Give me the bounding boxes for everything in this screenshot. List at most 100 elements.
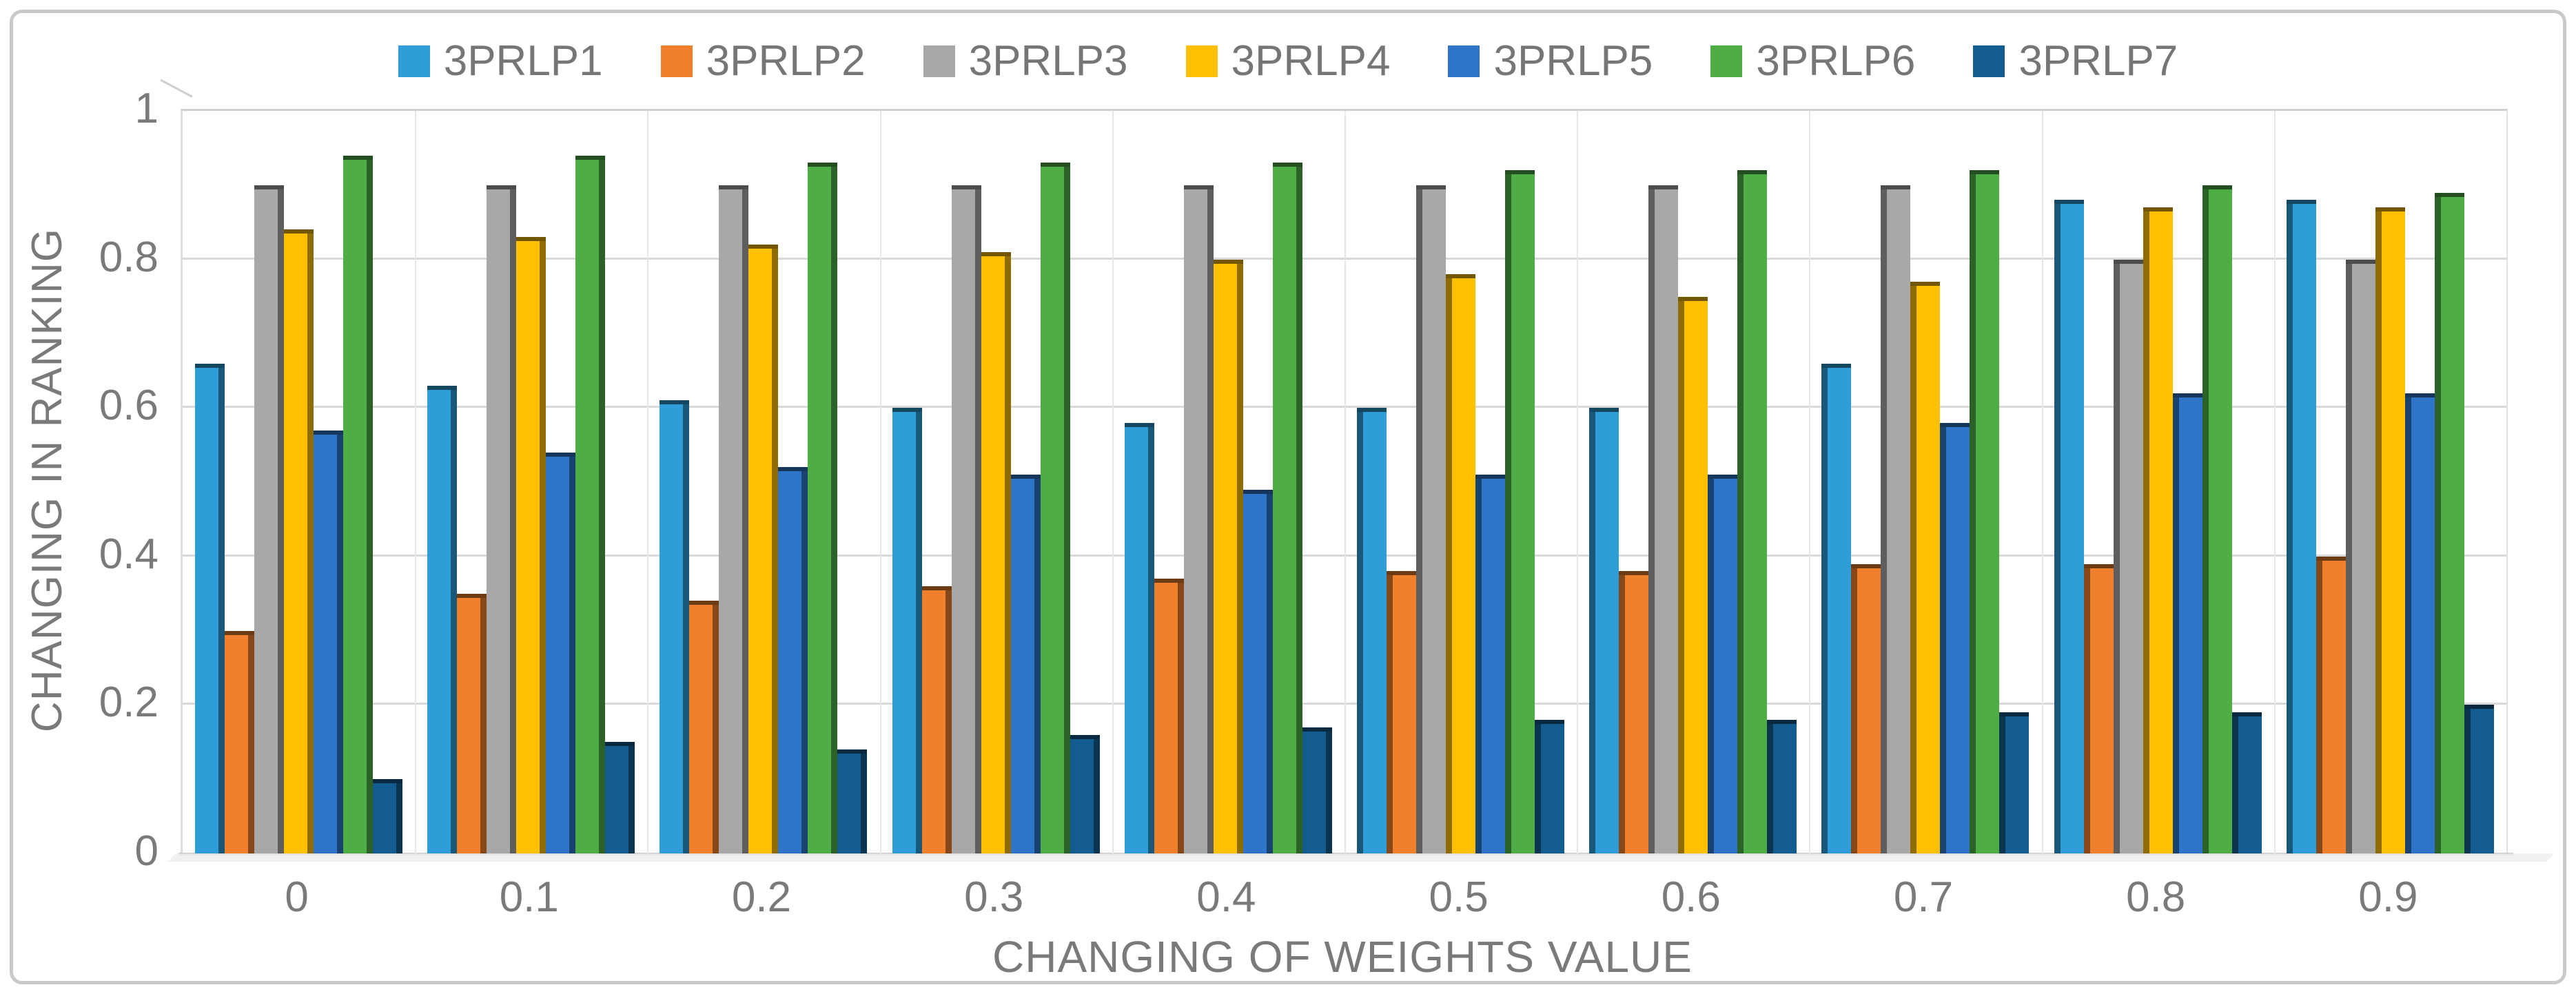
bar-3prlp7-at-0.8 (2231, 712, 2262, 853)
bar-3prlp7-at-0.2 (837, 749, 868, 853)
bar-3prlp7-at-0.1 (605, 742, 635, 853)
legend-item-3prlp6: 3PRLP6 (1710, 40, 1915, 83)
y-tick-label: 0.2 (99, 679, 159, 727)
bar-3prlp6-at-0.9 (2434, 192, 2464, 853)
gridline-vertical (2273, 111, 2276, 853)
gridline-vertical (879, 111, 881, 853)
bar-3prlp3-at-0.2 (719, 185, 749, 853)
bar-3prlp2-at-0.6 (1619, 571, 1649, 853)
x-tick-label: 0.2 (731, 873, 792, 921)
bar-3prlp6-at-0.4 (1272, 163, 1302, 853)
bar-3prlp2-at-0.3 (921, 586, 952, 853)
bar-3prlp1-at-0 (195, 363, 225, 853)
x-tick-label: 0.1 (499, 873, 559, 921)
bar-3prlp3-at-0.3 (951, 185, 981, 853)
x-tick-label: 0.7 (1893, 873, 1954, 921)
bar-3prlp4-at-0.1 (516, 237, 546, 853)
bar-3prlp7-at-0.5 (1535, 719, 1565, 853)
bar-group-0.3 (880, 111, 1112, 853)
bar-3prlp2-at-0.8 (2083, 563, 2114, 853)
bar-3prlp1-at-0.8 (2054, 200, 2084, 853)
bar-3prlp6-at-0.3 (1040, 163, 1070, 853)
x-axis-title: CHANGING OF WEIGHTS VALUE (992, 932, 1693, 982)
bar-group-0.1 (415, 111, 647, 853)
bar-3prlp3-at-0.5 (1416, 185, 1447, 853)
gridline-vertical (415, 111, 417, 853)
x-tick-label: 0.8 (2126, 873, 2186, 921)
bar-3prlp1-at-0.2 (660, 400, 690, 853)
bar-3prlp6-at-0.2 (808, 163, 838, 853)
bar-3prlp5-at-0.7 (1940, 422, 1970, 853)
x-tick-label: 0.6 (1661, 873, 1721, 921)
bar-group-0 (183, 111, 415, 853)
bar-3prlp3-at-0.7 (1881, 185, 1911, 853)
floor-decoration (167, 853, 2555, 862)
bar-3prlp2-at-0.2 (689, 601, 719, 853)
bar-3prlp5-at-0.3 (1010, 475, 1041, 853)
legend-label: 3PRLP3 (968, 37, 1128, 85)
bar-3prlp3-at-0 (254, 185, 285, 853)
gridline-vertical (1809, 111, 1811, 853)
bar-3prlp4-at-0.4 (1213, 259, 1243, 853)
x-tick-label: 0.4 (1196, 873, 1256, 921)
bar-3prlp7-at-0.4 (1302, 727, 1332, 853)
bar-3prlp2-at-0.9 (2316, 556, 2346, 853)
bar-3prlp5-at-0.2 (778, 467, 808, 853)
bar-3prlp4-at-0.5 (1446, 274, 1476, 853)
legend: 3PRLP1 3PRLP2 3PRLP3 3PRLP4 3PRLP5 3PRLP6 3PRL… (0, 40, 2576, 83)
bar-group-0.6 (1577, 111, 1809, 853)
y-tick-label: 0 (134, 827, 159, 875)
bar-3prlp7-at-0.6 (1767, 719, 1797, 853)
bar-3prlp3-at-0.9 (2345, 259, 2375, 853)
bar-group-0.8 (2042, 111, 2274, 853)
bar-3prlp1-at-0.5 (1357, 408, 1387, 853)
bar-3prlp2-at-0.4 (1154, 579, 1184, 853)
bar-3prlp1-at-0.6 (1589, 408, 1619, 853)
bar-3prlp7-at-0.9 (2464, 705, 2494, 853)
legend-item-3prlp7: 3PRLP7 (1973, 40, 2178, 83)
x-tick-label: 0 (285, 873, 309, 921)
bar-group-0.7 (1809, 111, 2041, 853)
bar-3prlp6-at-0.7 (1970, 170, 2000, 853)
x-tick-label: 0.5 (1429, 873, 1489, 921)
bar-3prlp1-at-0.4 (1124, 422, 1154, 853)
bar-3prlp6-at-0 (343, 155, 374, 853)
x-tick-label: 0.3 (964, 873, 1024, 921)
bar-3prlp7-at-0.7 (1999, 712, 2030, 853)
bar-3prlp2-at-0.7 (1851, 563, 1881, 853)
bar-3prlp5-at-0.5 (1475, 475, 1506, 853)
bar-3prlp4-at-0.7 (1910, 281, 1941, 853)
bar-3prlp5-at-0.1 (546, 452, 576, 853)
bar-group-0.2 (647, 111, 879, 853)
bar-3prlp3-at-0.1 (487, 185, 517, 853)
legend-item-3prlp4: 3PRLP4 (1185, 40, 1390, 83)
gridline-vertical (1577, 111, 1579, 853)
bar-3prlp1-at-0.9 (2286, 200, 2316, 853)
legend-label: 3PRLP7 (2018, 37, 2178, 85)
bar-3prlp6-at-0.6 (1737, 170, 1768, 853)
gridline-vertical (2041, 111, 2043, 853)
x-tick-label: 0.9 (2358, 873, 2418, 921)
bar-3prlp6-at-0.8 (2202, 185, 2232, 853)
bar-3prlp4-at-0.8 (2143, 207, 2173, 853)
legend-item-3prlp5: 3PRLP5 (1448, 40, 1653, 83)
legend-label: 3PRLP2 (706, 37, 866, 85)
legend-label: 3PRLP6 (1756, 37, 1916, 85)
legend-swatch-icon (1710, 45, 1743, 77)
legend-label: 3PRLP1 (443, 37, 603, 85)
gridline-vertical (1112, 111, 1114, 853)
legend-swatch-icon (1973, 45, 2005, 77)
y-tick-label: 0.4 (99, 530, 159, 578)
bar-3prlp5-at-0 (314, 430, 344, 853)
bar-3prlp2-at-0 (225, 630, 255, 853)
gridline-vertical (647, 111, 649, 853)
bar-3prlp6-at-0.1 (575, 155, 606, 853)
bar-3prlp3-at-0.8 (2113, 259, 2143, 853)
bar-3prlp1-at-0.1 (427, 385, 458, 853)
y-tick-label: 0.6 (99, 382, 159, 430)
legend-item-3prlp2: 3PRLP2 (660, 37, 866, 85)
bar-3prlp5-at-0.4 (1243, 489, 1273, 853)
plot-area (160, 79, 2555, 862)
bar-group-0.9 (2274, 111, 2506, 853)
